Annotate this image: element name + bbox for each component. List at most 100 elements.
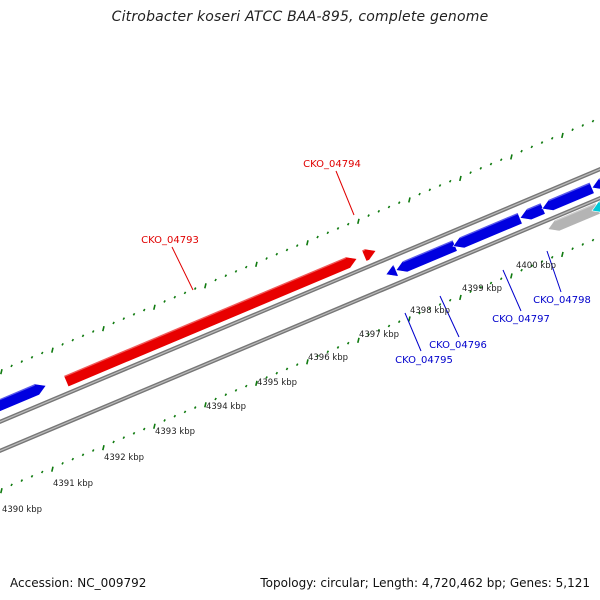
inner-ring-tick [397, 320, 401, 324]
inner-ring-tick [418, 311, 421, 315]
inner-ring-tick [295, 363, 299, 367]
outer-ring-tick [214, 278, 217, 282]
outer-ring-tick [346, 222, 350, 226]
outer-ring-tick [408, 197, 411, 203]
inner-ring-tick [244, 384, 248, 388]
outer-ring-tick [295, 244, 299, 248]
inner-ring-tick [499, 277, 503, 281]
scale-label: 4395 kbp [257, 378, 297, 388]
inner-ring-tick [346, 341, 350, 345]
inner-ring-tick [255, 380, 258, 386]
feature-gray-shade [554, 203, 596, 222]
outer-ring-tick [20, 360, 24, 363]
gene-cko-04796[interactable] [395, 239, 458, 273]
gene-label[interactable]: CKO_04793 [141, 235, 199, 246]
inner-ring-tick [469, 290, 472, 294]
callout-line [502, 269, 522, 312]
gene-cko-04791[interactable] [0, 383, 47, 419]
inner-ring-tick [142, 427, 146, 431]
outer-ring-tick [30, 355, 34, 359]
gene-cko-04799-shade [548, 182, 590, 202]
inner-ring-tick [173, 414, 177, 418]
scale-labels: 4390 kbp 4391 kbp 4392 kbp 4393 kbp 4394 kbp… [2, 261, 556, 515]
inner-ring-tick [571, 247, 574, 251]
outer-ring-tick [520, 149, 523, 153]
inner-ring-tick [326, 350, 330, 354]
feature-rna[interactable] [591, 198, 600, 213]
inner-ring-tick [530, 264, 534, 268]
outer-ring-tick [275, 252, 279, 256]
outer-ring-tick [204, 283, 207, 289]
outer-ring-tick [469, 171, 472, 175]
inner-ring-tick [40, 470, 44, 474]
gene-label[interactable]: CKO_04797 [492, 314, 550, 325]
outer-ring-tick [387, 205, 391, 209]
outer-ring-tick [285, 248, 289, 252]
inner-ring-tick [387, 324, 391, 328]
outer-ring-tick [142, 308, 146, 312]
callout-line [171, 246, 194, 291]
outer-ring-tick [489, 162, 493, 166]
gene-cko-04794[interactable] [361, 248, 377, 262]
inner-ring-tick [265, 376, 268, 379]
outer-ring-tick [71, 338, 75, 342]
gene-cko-04795[interactable] [385, 264, 399, 277]
scale-label: 4391 kbp [53, 479, 93, 489]
gene-label[interactable]: CKO_04795 [395, 355, 453, 366]
outer-ring-tick [163, 300, 166, 303]
inner-ring-tick [224, 393, 228, 397]
outer-ring-tick [530, 145, 534, 149]
gene-cko-04798[interactable] [519, 202, 546, 221]
inner-ring-tick [316, 354, 319, 358]
inner-ring-tick [132, 431, 136, 435]
gene-cko-04797-shade [459, 212, 518, 239]
gene-cko-04793[interactable] [63, 256, 358, 388]
outer-ring-tick [459, 175, 462, 182]
outer-ring-tick [224, 274, 228, 278]
inner-ring-tick [51, 466, 54, 472]
outer-ring-tick [112, 321, 115, 325]
scale-label: 4392 kbp [104, 453, 144, 463]
inner-ring-tick [193, 406, 197, 409]
gene-cko-04796-shade [402, 240, 453, 263]
inner-ring-tick [336, 346, 340, 349]
outer-ring-tick [499, 158, 503, 162]
inner-ring-tick [367, 333, 370, 336]
outer-ring-tick [479, 166, 483, 170]
gene-cko-04794-shade [361, 249, 365, 252]
gene-label[interactable]: CKO_04796 [429, 340, 487, 351]
scale-label: 4393 kbp [155, 427, 195, 437]
callout-line [335, 170, 355, 216]
outer-ring-tick [418, 192, 421, 196]
outer-ring-tick [540, 141, 544, 144]
accession-text: Accession: NC_009792 [10, 576, 147, 590]
gene-cko-04797[interactable] [452, 212, 523, 249]
scale-label: 4397 kbp [359, 330, 399, 340]
outer-ring-tick [193, 287, 197, 290]
inner-ring-tick [550, 255, 554, 259]
gene-cko-04800[interactable] [591, 175, 600, 190]
outer-ring-tick [234, 269, 238, 273]
outer-ring-tick [183, 291, 187, 295]
inner-ring-tick [91, 449, 95, 452]
gene-label[interactable]: CKO_04798 [533, 295, 591, 306]
scale-label: 4400 kbp [516, 261, 556, 271]
gene-callouts: CKO_04793 CKO_04794 CKO_04795 CKO_04796 CKO_… [141, 159, 591, 366]
outer-ring-tick [122, 317, 126, 321]
inner-ring-tick [0, 487, 3, 494]
outer-ring-tick [428, 188, 432, 192]
outer-ring-tick [581, 123, 585, 127]
inner-ring-tick [306, 359, 309, 365]
gene-cko-04799[interactable] [541, 181, 595, 211]
outer-ring-tick [336, 227, 340, 230]
scale-label: 4394 kbp [206, 402, 246, 412]
outer-ring-tick [377, 209, 381, 213]
inner-ring-tick [71, 457, 75, 461]
inner-ring-tick [275, 371, 279, 375]
outer-ring-tick [397, 201, 401, 205]
outer-ring-tick [316, 235, 319, 239]
outer-ring-tick [357, 218, 360, 225]
gene-label[interactable]: CKO_04794 [303, 159, 361, 170]
outer-ring-tick [102, 326, 105, 332]
